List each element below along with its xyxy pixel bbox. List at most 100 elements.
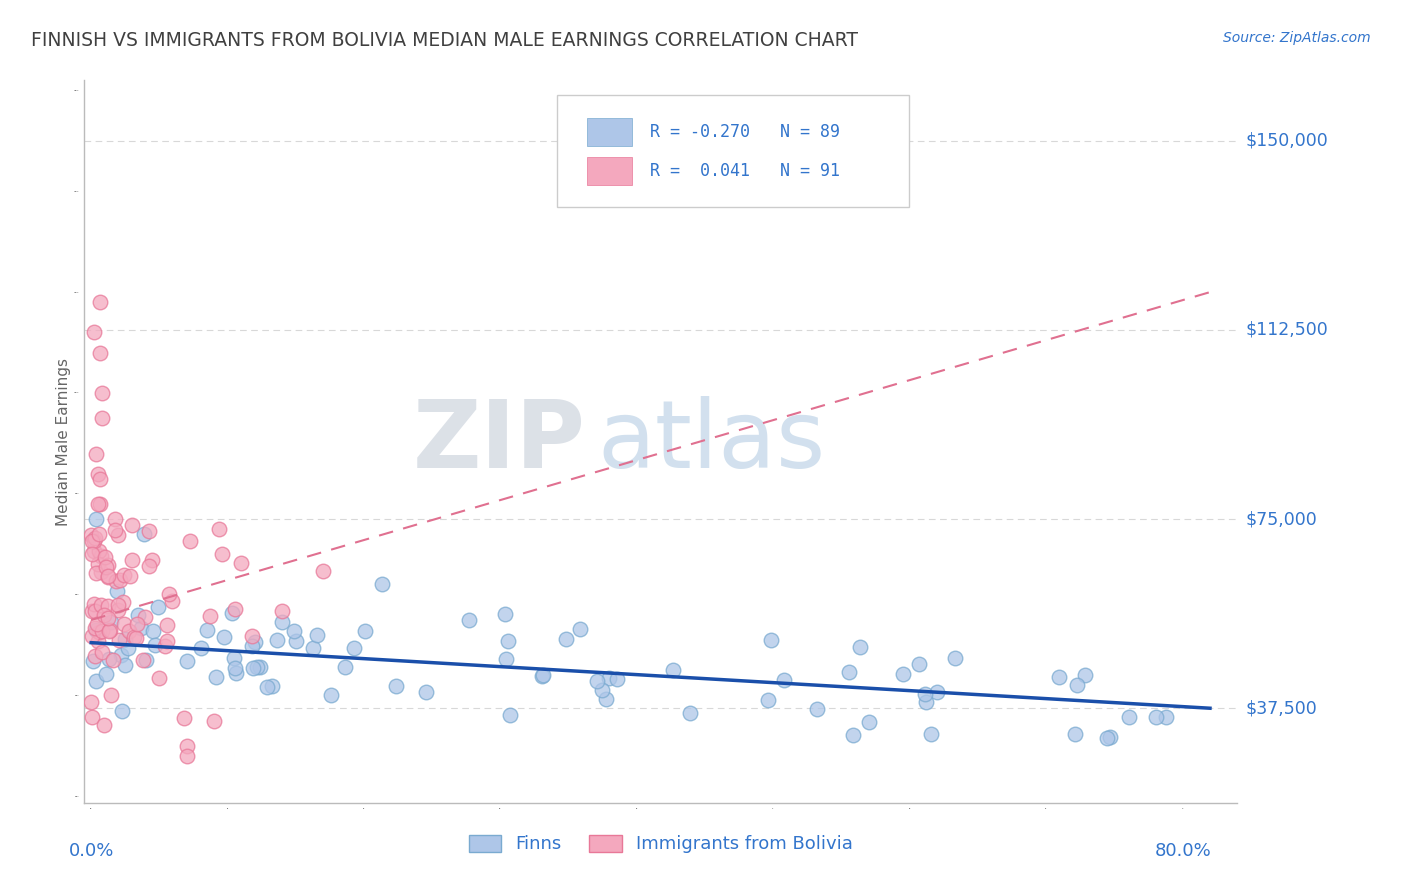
Point — [134, 609, 156, 624]
Point — [179, 534, 201, 549]
Point — [107, 603, 129, 617]
Point — [242, 661, 264, 675]
Point — [927, 685, 949, 699]
Point — [1074, 667, 1097, 681]
Point — [94, 667, 117, 681]
Text: 0.0%: 0.0% — [69, 842, 114, 860]
Point — [211, 547, 233, 561]
Point — [371, 577, 394, 591]
Point — [256, 680, 278, 694]
Point — [943, 650, 966, 665]
Point — [125, 631, 148, 645]
Point — [132, 652, 155, 666]
Point — [240, 629, 263, 643]
Point — [134, 527, 156, 541]
Point — [104, 511, 127, 525]
Point — [108, 573, 131, 587]
Point — [98, 623, 121, 637]
Point — [591, 682, 613, 697]
Point — [97, 569, 120, 583]
Point — [841, 728, 863, 742]
Text: FINNISH VS IMMIGRANTS FROM BOLIVIA MEDIAN MALE EARNINGS CORRELATION CHART: FINNISH VS IMMIGRANTS FROM BOLIVIA MEDIA… — [31, 31, 858, 50]
Legend: Finns, Immigrants from Bolivia: Finns, Immigrants from Bolivia — [460, 826, 862, 863]
Point — [598, 671, 620, 685]
Point — [143, 638, 166, 652]
Point — [97, 624, 120, 639]
Point — [496, 634, 519, 648]
Point — [91, 645, 114, 659]
Point — [225, 665, 247, 680]
FancyBboxPatch shape — [588, 156, 633, 185]
Point — [156, 634, 179, 648]
Point — [142, 624, 165, 638]
Point — [246, 660, 269, 674]
Point — [90, 598, 112, 612]
Point — [212, 630, 235, 644]
Point — [83, 597, 105, 611]
Point — [176, 654, 198, 668]
Point — [353, 624, 375, 639]
Point — [110, 648, 132, 662]
Point — [121, 553, 143, 567]
Point — [80, 710, 103, 724]
FancyBboxPatch shape — [557, 95, 908, 207]
Point — [343, 640, 366, 655]
Point — [891, 667, 914, 681]
Point — [319, 688, 342, 702]
Point — [335, 660, 357, 674]
Point — [114, 632, 136, 646]
Point — [271, 615, 294, 629]
Point — [586, 674, 609, 689]
Point — [112, 617, 135, 632]
Point — [384, 680, 406, 694]
Point — [86, 512, 108, 526]
Point — [93, 607, 115, 622]
Point — [190, 641, 212, 656]
Point — [260, 679, 283, 693]
Point — [302, 640, 325, 655]
Point — [83, 544, 105, 558]
Point — [156, 617, 179, 632]
Point — [97, 558, 120, 573]
Point — [531, 667, 554, 681]
Point — [84, 624, 107, 638]
Point — [90, 411, 112, 425]
Point — [112, 595, 135, 609]
Point — [208, 522, 231, 536]
Point — [100, 615, 122, 629]
Point — [87, 467, 110, 481]
Point — [124, 630, 146, 644]
Point — [104, 523, 127, 537]
Point — [83, 533, 105, 548]
Point — [89, 527, 111, 541]
Point — [87, 497, 110, 511]
Point — [773, 673, 796, 687]
Point — [107, 599, 129, 613]
Point — [198, 608, 221, 623]
Point — [84, 621, 107, 635]
Point — [202, 714, 225, 728]
Point — [112, 568, 135, 582]
Point — [1049, 670, 1071, 684]
Point — [90, 624, 112, 639]
Point — [806, 702, 828, 716]
Point — [97, 611, 120, 625]
Point — [84, 446, 107, 460]
Text: $37,500: $37,500 — [1246, 699, 1317, 717]
Point — [458, 613, 481, 627]
Point — [89, 295, 111, 310]
Point — [125, 616, 148, 631]
Point — [914, 687, 936, 701]
Point — [93, 718, 115, 732]
Point — [127, 607, 149, 622]
Point — [531, 668, 554, 682]
Point — [80, 629, 103, 643]
Point — [105, 574, 128, 589]
Text: $112,500: $112,500 — [1246, 321, 1329, 339]
Point — [87, 633, 110, 648]
Point — [83, 326, 105, 340]
Point — [494, 607, 516, 621]
Point — [148, 671, 170, 685]
Point — [162, 593, 184, 607]
Point — [1066, 678, 1088, 692]
